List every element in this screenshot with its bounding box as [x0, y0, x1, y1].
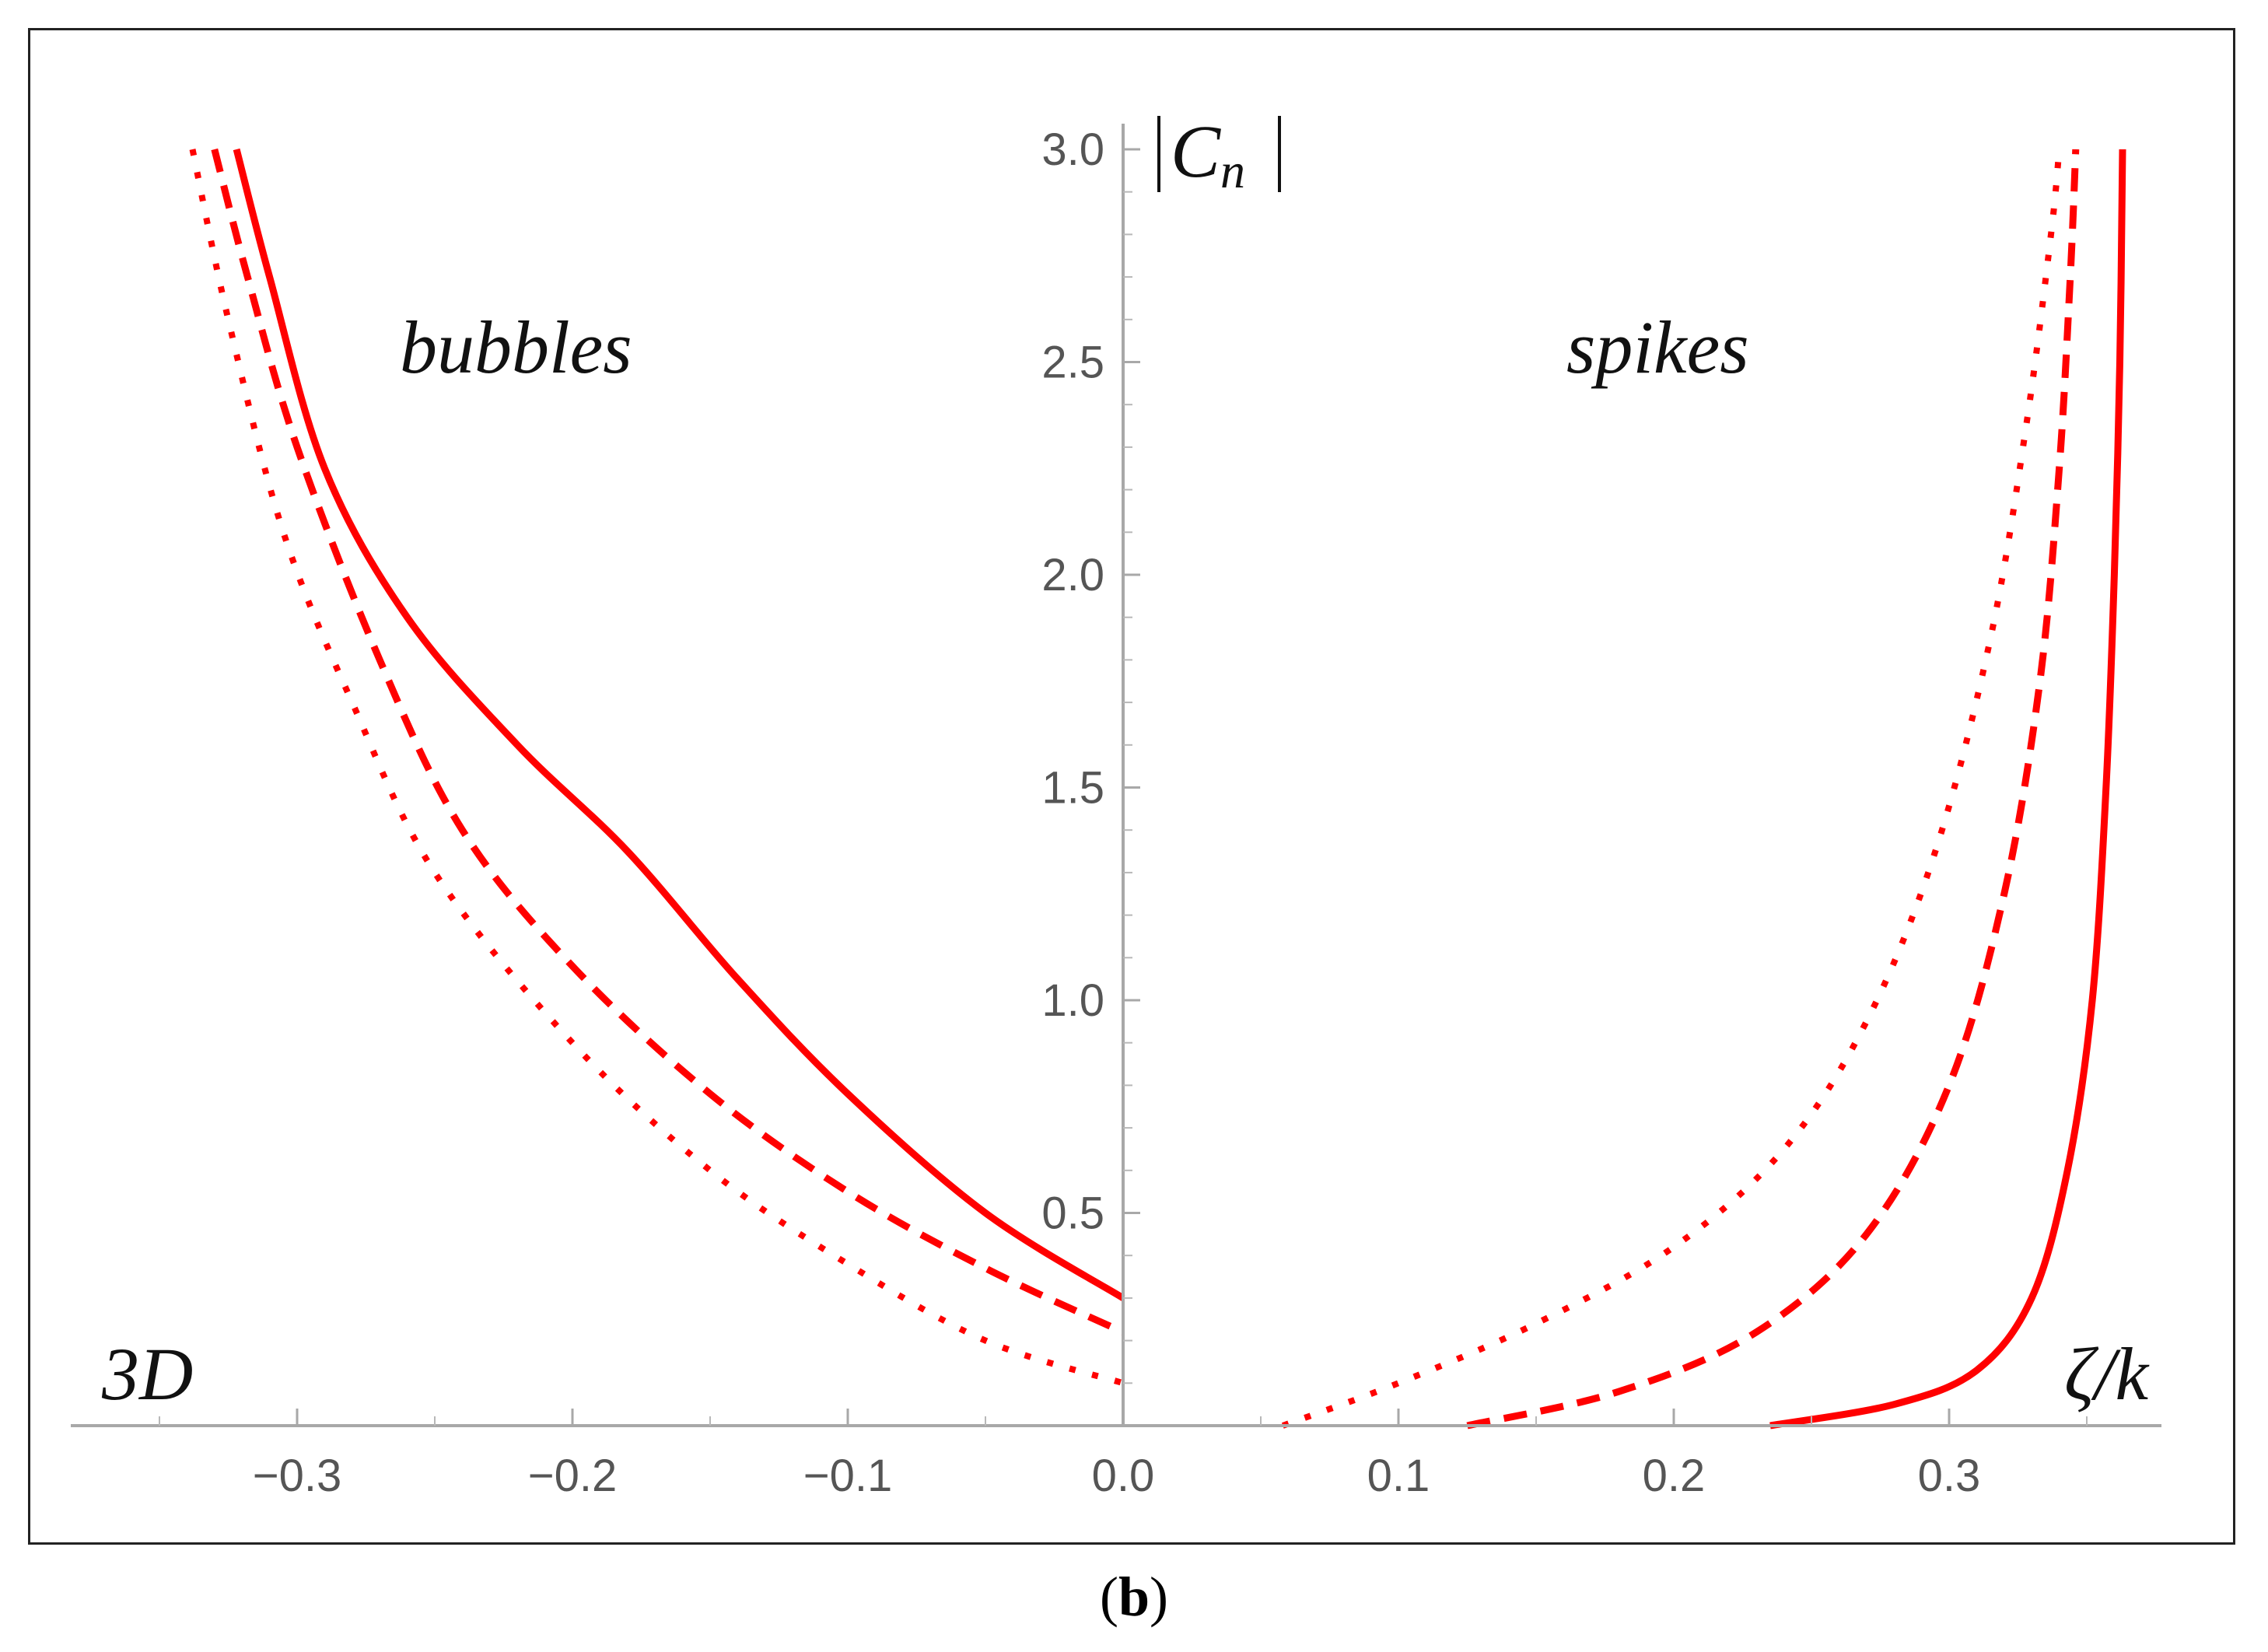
- ticks-group: −0.3 −0.2 −0.1 0.0 0.1 0.2 0.3 0.5 1.0 1.5 2.0 2.5 3…: [159, 124, 2088, 1501]
- y-label-main: C: [1171, 110, 1221, 193]
- caption-open: (: [1099, 1566, 1118, 1628]
- figure-frame: −0.3 −0.2 −0.1 0.0 0.1 0.2 0.3 0.5 1.0 1.5 2.0 2.5 3…: [28, 28, 2235, 1545]
- annotation-bubbles: bubbles: [400, 306, 632, 389]
- x-tick-label: −0.1: [803, 1451, 893, 1501]
- y-label-sub: n: [1220, 143, 1245, 198]
- figure-caption: (b): [0, 1565, 2268, 1629]
- series-solid-bubbles: [233, 148, 1125, 1301]
- caption-close: ): [1150, 1566, 1168, 1628]
- y-tick-label: 1.5: [1041, 763, 1104, 814]
- y-tick-label: 2.0: [1041, 550, 1104, 600]
- caption-letter: b: [1118, 1566, 1150, 1628]
- series-dashed-bubbles: [211, 148, 1125, 1335]
- chart-svg: −0.3 −0.2 −0.1 0.0 0.1 0.2 0.3 0.5 1.0 1.5 2.0 2.5 3…: [71, 110, 2161, 1501]
- x-tick-label: 0.0: [1092, 1451, 1155, 1501]
- curves-group: [189, 148, 2126, 1430]
- series-dotted-spikes: [1281, 149, 2063, 1429]
- x-axis-label: ζ/k: [2064, 1332, 2151, 1416]
- series-solid-spikes: [1769, 149, 2126, 1430]
- series-dotted-bubbles: [189, 149, 1125, 1387]
- y-tick-label: 1.0: [1041, 975, 1104, 1026]
- x-tick-label: −0.3: [253, 1451, 342, 1501]
- panel-label: 3D: [101, 1332, 193, 1416]
- y-axis-label: C n: [1157, 110, 1281, 198]
- x-tick-label: −0.2: [528, 1451, 618, 1501]
- y-tick-label: 2.5: [1041, 338, 1104, 388]
- series-dashed-spikes: [1466, 149, 2080, 1430]
- y-tick-label: 0.5: [1041, 1188, 1104, 1239]
- annotation-spikes: spikes: [1566, 306, 1749, 389]
- x-tick-label: 0.2: [1643, 1451, 1706, 1501]
- x-tick-label: 0.1: [1367, 1451, 1430, 1501]
- x-tick-label: 0.3: [1918, 1451, 1981, 1501]
- y-tick-label: 3.0: [1041, 124, 1104, 175]
